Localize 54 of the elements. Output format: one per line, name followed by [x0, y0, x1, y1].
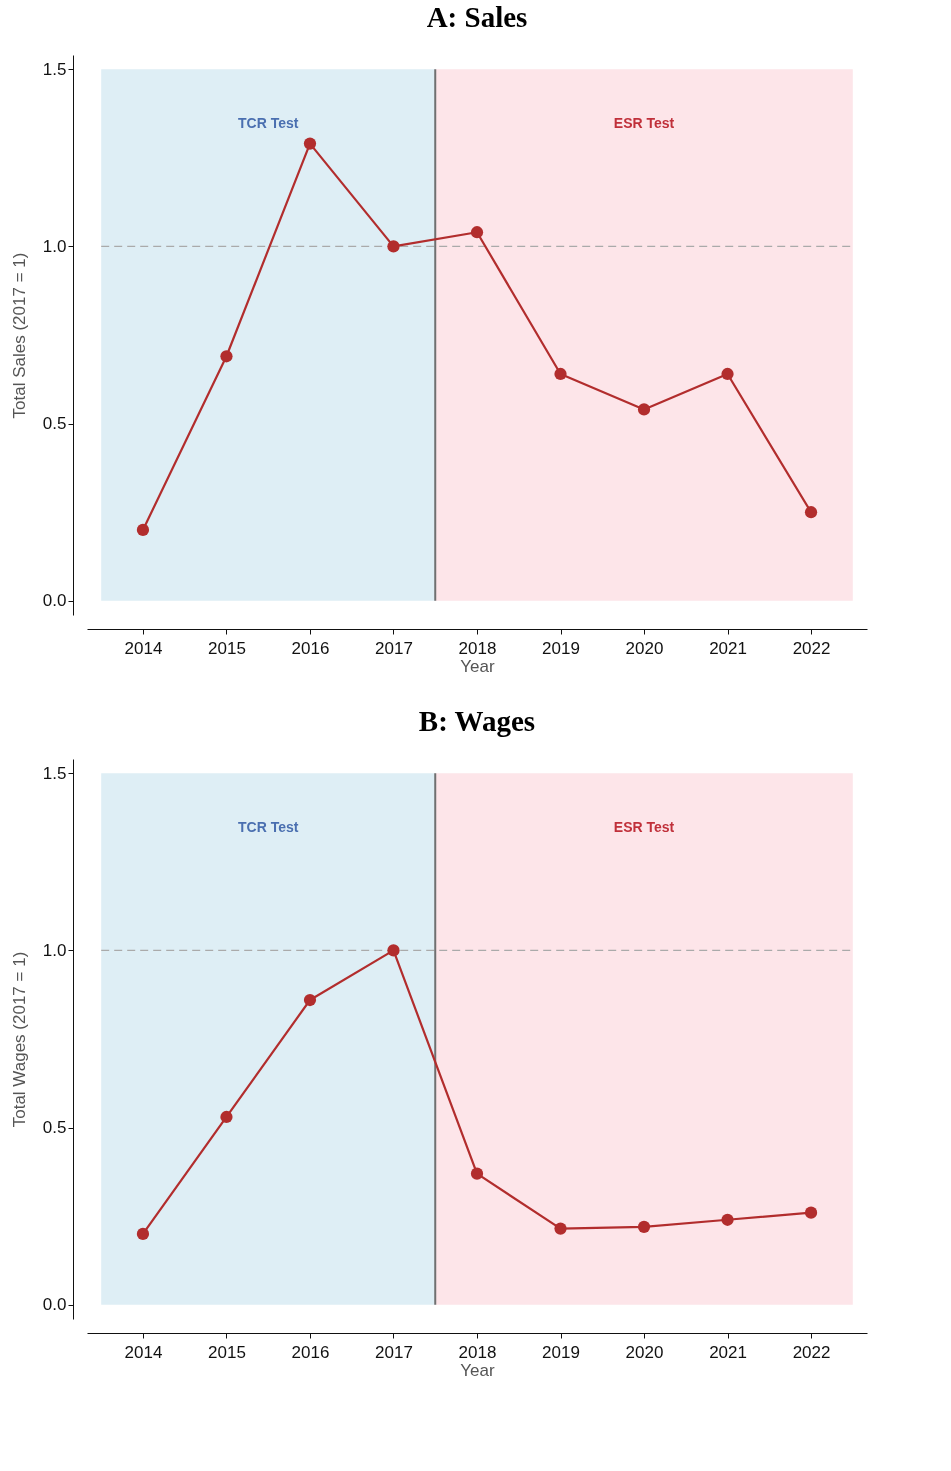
point [721, 367, 734, 381]
x-axis-title: Year [460, 1360, 496, 1380]
x-tick-label: 2014 [124, 1342, 163, 1362]
x-tick-label: 2015 [208, 638, 246, 658]
point [136, 1227, 150, 1241]
point [804, 1206, 818, 1219]
y-tick-label: 1.5 [42, 763, 67, 783]
y-tick-label: 1.5 [42, 59, 67, 79]
y-tick-label: 0.5 [42, 414, 67, 434]
y-tick-label: 1.0 [42, 940, 67, 960]
x-tick-label: 2020 [625, 1342, 664, 1362]
point [470, 226, 484, 239]
x-tick-label: 2016 [291, 1342, 330, 1362]
x-tick-label: 2017 [375, 1342, 413, 1362]
band-label: TCR Test [238, 115, 299, 132]
x-tick-label: 2018 [458, 638, 497, 658]
x-tick-label: 2019 [542, 1342, 580, 1362]
point [387, 240, 400, 253]
x-axis-title: Year [460, 656, 496, 676]
point [303, 137, 317, 150]
chart-title: A: Sales [426, 1, 528, 33]
point [637, 1220, 651, 1233]
point [721, 1213, 734, 1226]
x-tick-label: 2015 [208, 1342, 246, 1362]
x-tick-label: 2016 [291, 638, 330, 658]
point [804, 506, 818, 519]
point [220, 350, 233, 363]
chart-title: B: Wages [418, 705, 536, 737]
y-axis-title: Total Wages (2017 = 1) [9, 951, 29, 1128]
point [554, 367, 567, 381]
point [554, 1222, 567, 1235]
x-tick-label: 2020 [625, 638, 664, 658]
x-tick-label: 2022 [792, 638, 831, 658]
point [303, 993, 317, 1007]
y-tick-label: 0.0 [42, 591, 67, 611]
band-label: ESR Test [613, 819, 675, 836]
y-tick-label: 0.5 [42, 1118, 67, 1138]
y-axis-title: Total Sales (2017 = 1) [9, 252, 29, 419]
x-tick-label: 2014 [124, 638, 163, 658]
point [637, 403, 651, 416]
x-tick-label: 2017 [375, 638, 413, 658]
x-tick-label: 2021 [709, 638, 747, 658]
point [387, 944, 400, 957]
band-label: ESR Test [613, 115, 675, 132]
y-tick-label: 0.0 [42, 1295, 67, 1315]
point [220, 1110, 233, 1124]
x-tick-label: 2018 [458, 1342, 497, 1362]
y-tick-label: 1.0 [42, 236, 67, 256]
point [136, 523, 150, 537]
x-tick-label: 2019 [542, 638, 580, 658]
x-tick-label: 2022 [792, 1342, 831, 1362]
band-label: TCR Test [238, 819, 299, 836]
point [470, 1167, 484, 1180]
x-tick-label: 2021 [709, 1342, 747, 1362]
